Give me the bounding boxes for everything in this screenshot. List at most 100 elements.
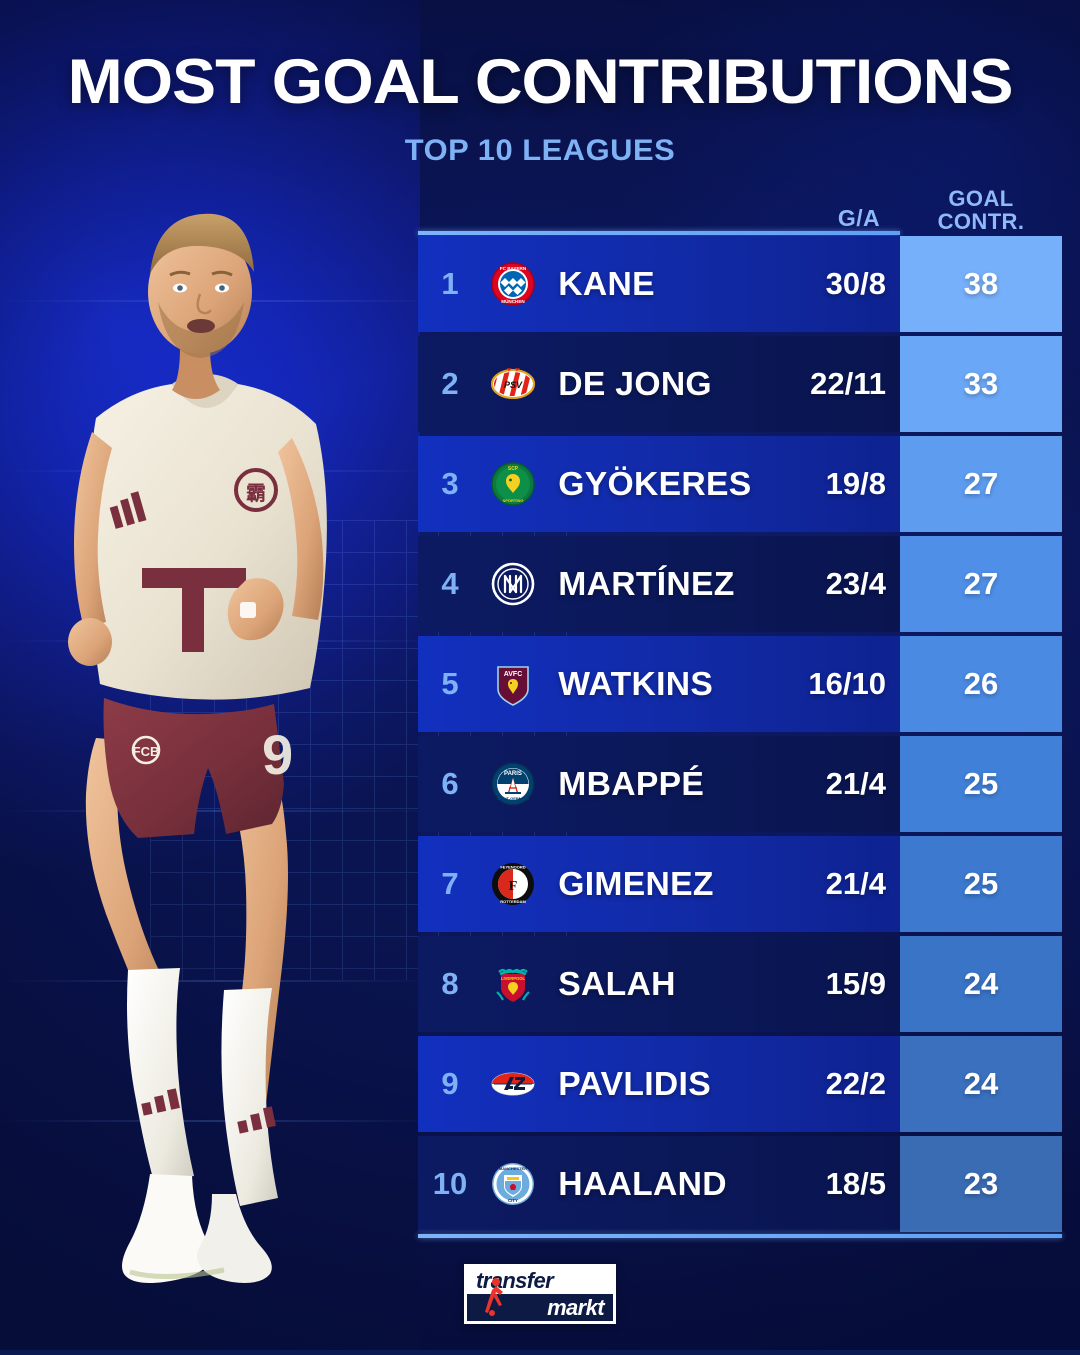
player-name: DE JONG [558,365,712,402]
az-crest [482,1062,544,1106]
row-main-cells: 8 LIVERPOOL SALAH 15/9 [418,936,900,1032]
logo-word-markt: markt [547,1294,605,1320]
svg-text:AVFC: AVFC [504,671,523,678]
row-main-cells: 5 AVFC WATKINS 16/10 [418,636,900,732]
svg-text:FCB: FCB [133,744,160,759]
rank-number: 9 [441,1066,459,1101]
column-header-goal-contributions: GOAL CONTR. [900,185,1062,235]
header: MOST GOAL CONTRIBUTIONS TOP 10 LEAGUES [0,0,1080,168]
logo-player-figure-icon [485,1278,503,1316]
goal-contributions-value: 27 [900,536,1062,632]
rank-number: 6 [441,766,459,801]
player-name: PAVLIDIS [558,1065,711,1102]
column-header-goal-contributions-line1: GOAL [948,185,1014,211]
table-body: 1 FC BAYERN MÜNCHEN KANE 30/8 38 2 PSV DE JONG 22… [418,236,1062,1232]
liverpool-crest: LIVERPOOL [482,962,544,1006]
row-main-cells: 9 PAVLIDIS 22/2 [418,1036,900,1132]
goals-assists-value: 23/4 [825,566,886,601]
player-name: KANE [558,265,655,302]
psv-crest: PSV [482,362,544,406]
goals-assists-value: 19/8 [825,466,886,501]
goals-assists-value: 16/10 [808,666,886,701]
table-row[interactable]: 3 SCP SPORTING GYÖKERES 19/8 27 [418,436,1062,532]
logo-top-bar: transfer [467,1267,613,1294]
svg-text:PARIS: PARIS [504,771,522,777]
table-row[interactable]: 4 MARTÍNEZ 23/4 27 [418,536,1062,632]
table-row[interactable]: 9 PAVLIDIS 22/2 24 [418,1036,1062,1132]
row-main-cells: 1 FC BAYERN MÜNCHEN KANE 30/8 [418,236,900,332]
footer: transfer markt [0,1264,1080,1324]
goals-assists-value: 22/2 [825,1066,886,1101]
table-top-rule [418,231,900,235]
goals-assists-value: 18/5 [825,1166,886,1201]
table-row[interactable]: 1 FC BAYERN MÜNCHEN KANE 30/8 38 [418,236,1062,332]
rank-number: 4 [441,566,459,601]
svg-text:9: 9 [262,723,293,786]
table-header-row: G/A GOAL CONTR. [418,170,1062,236]
svg-text:F: F [509,879,518,894]
goals-assists-value: 15/9 [825,966,886,1001]
logo-word-transfer: transfer [476,1267,554,1293]
player-name: SALAH [558,965,676,1002]
rank-number: 7 [441,866,459,901]
player-photo-harry-kane: FCB 9 霸 [0,150,420,1350]
table-row[interactable]: 6 PARIS SAINT-GERMAIN MBAPPÉ 21/4 25 [418,736,1062,832]
svg-text:CITY: CITY [508,1198,518,1203]
transfermarkt-logo[interactable]: transfer markt [464,1264,616,1324]
logo-bottom-bar: markt [467,1294,613,1321]
goal-contributions-value: 33 [900,336,1062,432]
player-name: MBAPPÉ [558,765,705,802]
svg-text:FEYENOORD: FEYENOORD [500,865,525,870]
rank-number: 2 [441,366,459,401]
table-row[interactable]: 2 PSV DE JONG 22/11 33 [418,336,1062,432]
goal-contributions-value: 25 [900,736,1062,832]
goal-contributions-value: 26 [900,636,1062,732]
rank-number: 1 [441,266,459,301]
sporting-crest: SCP SPORTING [482,462,544,506]
goal-contributions-value: 25 [900,836,1062,932]
table-row[interactable]: 10 MANCHESTER CITY HAALAND 18/5 23 [418,1136,1062,1232]
inter-crest [482,562,544,606]
ranking-table: G/A GOAL CONTR. 1 FC BAYERN MÜNCHEN KANE 30/… [418,186,1062,1238]
goals-assists-value: 21/4 [825,866,886,901]
rank-number: 10 [432,1166,468,1201]
row-main-cells: 3 SCP SPORTING GYÖKERES 19/8 [418,436,900,532]
table-row[interactable]: 8 LIVERPOOL SALAH 15/9 24 [418,936,1062,1032]
column-header-goal-contributions-line2: CONTR. [937,209,1025,235]
page-title: MOST GOAL CONTRIBUTIONS [67,47,1014,117]
goals-assists-value: 22/11 [810,366,886,401]
table-row[interactable]: 7 F FEYENOORD ROTTERDAM GIMENEZ 21/4 25 [418,836,1062,932]
goal-contributions-value: 38 [900,236,1062,332]
goals-assists-value: 30/8 [825,266,886,301]
svg-text:霸: 霸 [246,482,266,505]
row-main-cells: 2 PSV DE JONG 22/11 [418,336,900,432]
svg-text:SAINT-GERMAIN: SAINT-GERMAIN [497,796,529,801]
bayern-crest: FC BAYERN MÜNCHEN [482,262,544,306]
feyenoord-crest: F FEYENOORD ROTTERDAM [482,862,544,906]
goals-assists-value: 21/4 [825,766,886,801]
table-row[interactable]: 5 AVFC WATKINS 16/10 26 [418,636,1062,732]
row-main-cells: 4 MARTÍNEZ 23/4 [418,536,900,632]
column-header-ga: G/A [837,205,880,231]
row-main-cells: 10 MANCHESTER CITY HAALAND 18/5 [418,1136,900,1232]
astonvilla-crest: AVFC [482,662,544,706]
svg-text:ROTTERDAM: ROTTERDAM [500,899,526,904]
goal-contributions-value: 24 [900,1036,1062,1132]
svg-text:SPORTING: SPORTING [503,498,524,503]
row-main-cells: 7 F FEYENOORD ROTTERDAM GIMENEZ 21/4 [418,836,900,932]
row-main-cells: 6 PARIS SAINT-GERMAIN MBAPPÉ 21/4 [418,736,900,832]
player-name: HAALAND [558,1165,727,1202]
svg-text:SCP: SCP [508,466,519,472]
rank-number: 5 [441,666,459,701]
goal-contributions-value: 24 [900,936,1062,1032]
svg-text:PSV: PSV [504,380,523,390]
player-name: GYÖKERES [558,465,752,502]
svg-text:MANCHESTER: MANCHESTER [499,1166,527,1171]
player-illustration: FCB 9 霸 [68,213,327,1283]
rank-number: 3 [441,466,459,501]
psg-crest: PARIS SAINT-GERMAIN [482,762,544,806]
page-subtitle: TOP 10 LEAGUES [404,134,676,167]
mancity-crest: MANCHESTER CITY [482,1162,544,1206]
player-name: MARTÍNEZ [558,565,735,602]
rank-number: 8 [441,966,459,1001]
